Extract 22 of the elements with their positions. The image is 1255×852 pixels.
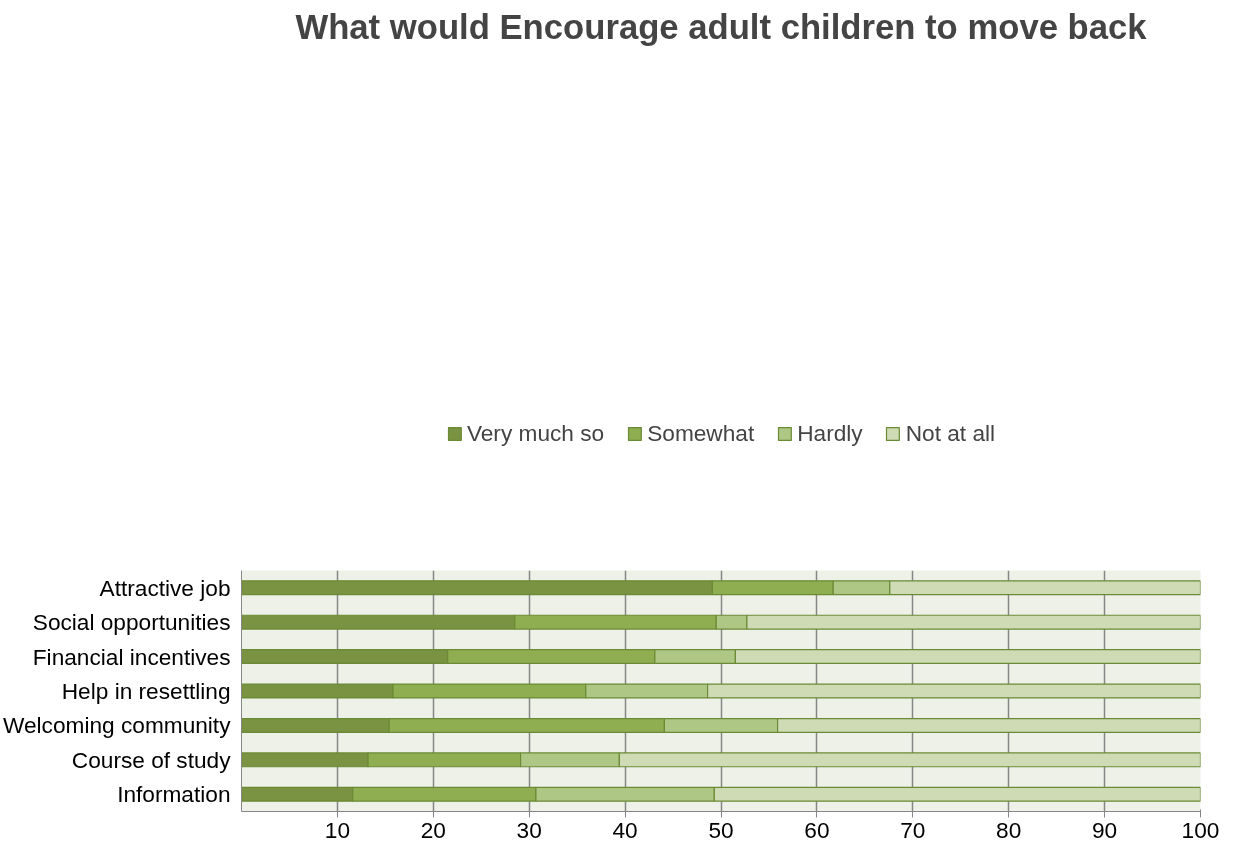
- x-tick-label: 100: [1181, 816, 1220, 843]
- x-tick-label: 70: [900, 816, 926, 843]
- y-tick-label: Help in resettling: [61, 678, 231, 704]
- x-tick-label: 40: [612, 816, 638, 843]
- y-tick-label: Information: [117, 781, 231, 808]
- legend-label: Not at all: [905, 419, 996, 447]
- x-tick-label: 80: [996, 816, 1022, 843]
- legend-label: Somewhat: [647, 419, 755, 447]
- x-tick-label: 90: [1092, 816, 1118, 843]
- legend-label: Hardly: [797, 419, 863, 447]
- y-tick-label: Course of study: [71, 746, 232, 773]
- chart-title: What would Encourage adult children to move back: [295, 7, 1148, 46]
- y-tick-label: Welcoming community: [3, 712, 232, 739]
- legend-label: Very much so: [466, 419, 605, 447]
- y-tick-label: Attractive job: [99, 574, 231, 601]
- x-tick-label: 60: [804, 816, 830, 843]
- x-tick-label: 20: [420, 816, 446, 843]
- y-tick-label: Social opportunities: [32, 609, 231, 636]
- x-tick-label: 50: [708, 816, 734, 843]
- y-tick-label: Financial incentives: [32, 643, 231, 670]
- x-tick-label: 10: [324, 816, 350, 843]
- x-tick-label: 30: [516, 816, 542, 843]
